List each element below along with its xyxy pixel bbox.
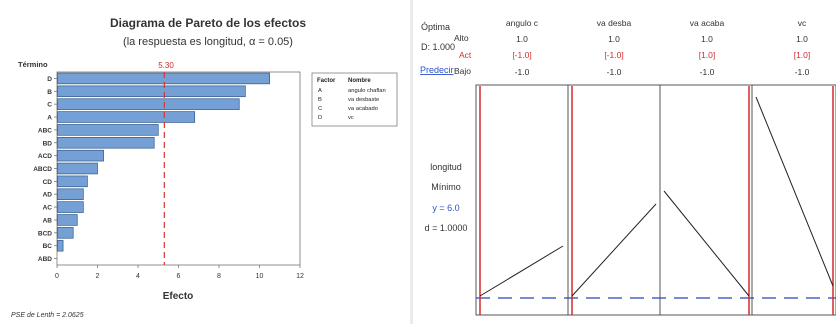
effect-bar-a	[57, 111, 196, 123]
term-label-d: D	[47, 76, 52, 83]
response-curve-va-acaba	[663, 190, 750, 297]
factor-angulo-c-low: -1.0	[515, 67, 530, 77]
response-curve-va-desba	[571, 203, 657, 297]
response-curve-angulo-c	[479, 245, 564, 297]
effect-bar-ab	[57, 214, 78, 226]
desirability-value: d = 1.0000	[425, 223, 468, 233]
factor-va-acaba-low: -1.0	[700, 67, 715, 77]
term-label-ab: AB	[43, 217, 53, 224]
factor-vc-actual: [1.0]	[794, 50, 811, 60]
x-tick-label: 8	[217, 273, 221, 280]
pareto-chart-panel: Diagrama de Pareto de los efectos (la re…	[0, 0, 410, 324]
effect-bar-bc	[57, 239, 64, 252]
term-label-a: A	[47, 115, 52, 122]
factor-va-desba-low: -1.0	[607, 67, 622, 77]
legend-factor-a: A	[318, 88, 322, 94]
low-row-label: Bajo	[454, 66, 471, 76]
factor-va-desba-name: va desba	[597, 18, 632, 28]
legend-name-d: vc	[348, 115, 354, 121]
x-tick-label: 4	[136, 273, 140, 280]
factor-va-desba-high: 1.0	[608, 34, 620, 44]
term-label-cd: CD	[43, 179, 53, 186]
pareto-subtitle: (la respuesta es longitud, α = 0.05)	[123, 36, 293, 48]
term-label-bd: BD	[43, 140, 53, 147]
response-value: y = 6.0	[432, 203, 459, 213]
optimizer-panel: Óptima D: 1.000 Predecir Alto Act Bajo a…	[413, 0, 836, 324]
desirability-summary: D: 1.000	[421, 42, 455, 52]
optimizer-panels	[475, 84, 836, 316]
term-label-ac: AC	[43, 205, 53, 212]
panel-angulo-c	[475, 84, 569, 316]
legend-header-factor: Factor	[317, 78, 336, 84]
factor-va-acaba-name: va acaba	[690, 18, 725, 28]
factor-vc-high: 1.0	[796, 34, 808, 44]
effect-bar-d	[57, 72, 270, 85]
panel-vc	[751, 84, 836, 316]
factor-headers: angulo c 1.0 [-1.0] -1.0 va desba 1.0 [-…	[506, 18, 810, 77]
factor-vc-name: vc	[798, 18, 807, 28]
factor-vc-low: -1.0	[795, 67, 810, 77]
term-label-ad: AD	[43, 192, 53, 199]
factor-angulo-c-high: 1.0	[516, 34, 528, 44]
effect-bar-b	[57, 85, 246, 98]
panel-divider	[410, 0, 413, 324]
footer-note: PSE de Lenth = 2.0625	[11, 312, 84, 319]
panel-va-desba	[567, 84, 661, 316]
x-tick-label: 0	[55, 273, 59, 280]
actual-row-label: Act	[459, 50, 472, 60]
effect-bar-abc	[57, 124, 159, 136]
term-label-abd: ABD	[38, 256, 52, 263]
effect-bar-ac	[57, 201, 84, 213]
high-row-label: Alto	[454, 33, 469, 43]
goal-label: Mínimo	[431, 182, 461, 192]
legend-name-a: angulo chaflan	[348, 88, 386, 94]
threshold-label: 5.30	[158, 61, 174, 70]
term-axis-label: Término	[18, 60, 48, 69]
effect-bar-ad	[57, 188, 84, 200]
term-label-abc: ABC	[38, 127, 52, 134]
pareto-title: Diagrama de Pareto de los efectos	[110, 16, 306, 30]
factor-va-desba-actual: [-1.0]	[604, 50, 623, 60]
effect-bar-abcd	[57, 162, 98, 175]
term-label-bc: BC	[43, 243, 53, 250]
term-label-bcd: BCD	[38, 230, 52, 237]
factor-angulo-c-name: angulo c	[506, 18, 539, 28]
term-label-c: C	[47, 102, 52, 109]
legend-name-c: va acabado	[348, 106, 378, 112]
effect-bar-acd	[57, 149, 104, 162]
factor-va-acaba-actual: [1.0]	[699, 50, 716, 60]
term-label-abcd: ABCD	[33, 166, 52, 173]
panel-va-acaba	[659, 84, 753, 316]
legend-factor-d: D	[318, 115, 322, 121]
factor-va-acaba-high: 1.0	[701, 34, 713, 44]
x-tick-label: 6	[177, 273, 181, 280]
factor-angulo-c-actual: [-1.0]	[512, 50, 531, 60]
response-curve-vc	[755, 96, 834, 287]
legend-factor-b: B	[318, 97, 322, 103]
effect-bar-cd	[57, 175, 88, 188]
x-tick-label: 12	[296, 273, 304, 280]
term-label-acd: ACD	[38, 153, 52, 160]
x-tick-label: 2	[96, 273, 100, 280]
effect-bar-c	[57, 98, 240, 110]
legend-name-b: va desbaste	[348, 97, 379, 103]
legend-header-name: Nombre	[348, 78, 371, 84]
optimizer-plot: Óptima D: 1.000 Predecir Alto Act Bajo a…	[413, 0, 836, 324]
legend-factor-c: C	[318, 106, 322, 112]
predict-link[interactable]: Predecir	[420, 65, 454, 75]
optimal-label: Óptima	[421, 22, 450, 32]
pareto-chart: Diagrama de Pareto de los efectos (la re…	[0, 0, 410, 324]
effect-bar-bcd	[57, 227, 74, 239]
term-label-b: B	[47, 89, 52, 96]
factor-legend: Factor Nombre A angulo chaflan B va desb…	[311, 72, 398, 127]
effect-bar-bd	[57, 137, 155, 149]
legend-box	[311, 72, 398, 127]
response-name: longitud	[430, 162, 462, 172]
x-tick-label: 10	[256, 273, 264, 280]
x-axis-label: Efecto	[163, 291, 194, 302]
